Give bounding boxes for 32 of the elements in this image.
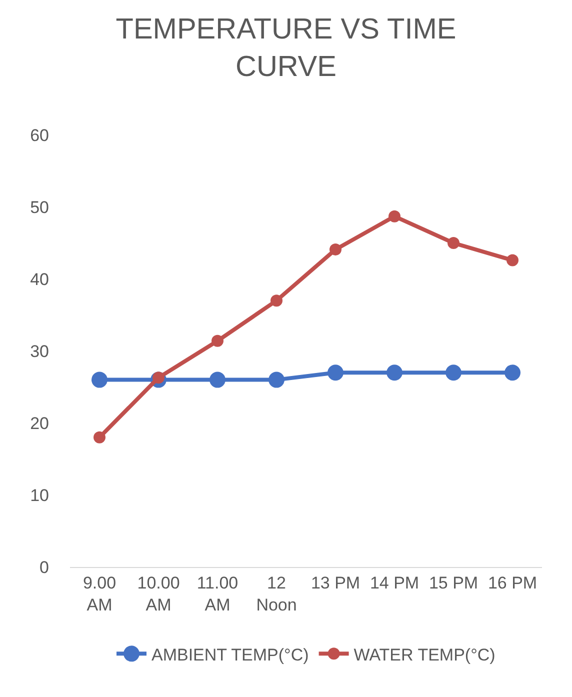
point [504,364,520,381]
x-tick-label: 11.00 AM [196,573,238,614]
x-tick-label: 13 PM [310,573,360,592]
point [270,294,282,307]
point [92,372,108,388]
point [388,210,400,222]
point [506,254,518,266]
y-tick-label: 50 [30,198,49,217]
x-tick-label: 9.00 AM [82,573,116,614]
y-tick-label: 60 [30,126,49,145]
legend-label: WATER TEMP(°C) [354,645,496,664]
legend-label: AMBIENT TEMP(°C) [152,645,309,664]
point [448,237,460,249]
y-tick-label: 30 [30,342,49,361]
point [386,364,402,381]
x-tick-label: 12 Noon [256,573,297,614]
point [328,364,344,381]
y-tick-label: 10 [30,486,49,505]
y-tick-label: 0 [40,558,49,577]
y-tick-label: 40 [30,270,49,289]
point [210,372,226,388]
x-tick-label: 14 PM [370,573,420,592]
point [446,364,462,381]
y-tick-label: 20 [30,414,49,433]
point [94,431,106,444]
point [330,243,342,256]
point [212,334,224,347]
x-tick-label: 15 PM [428,573,478,592]
chart-title: TEMPERATURE VS TIME CURVE [116,13,456,84]
x-tick-label: 10.00 AM [137,573,180,614]
x-tick-label: 16 PM [488,573,538,592]
point [268,372,284,388]
